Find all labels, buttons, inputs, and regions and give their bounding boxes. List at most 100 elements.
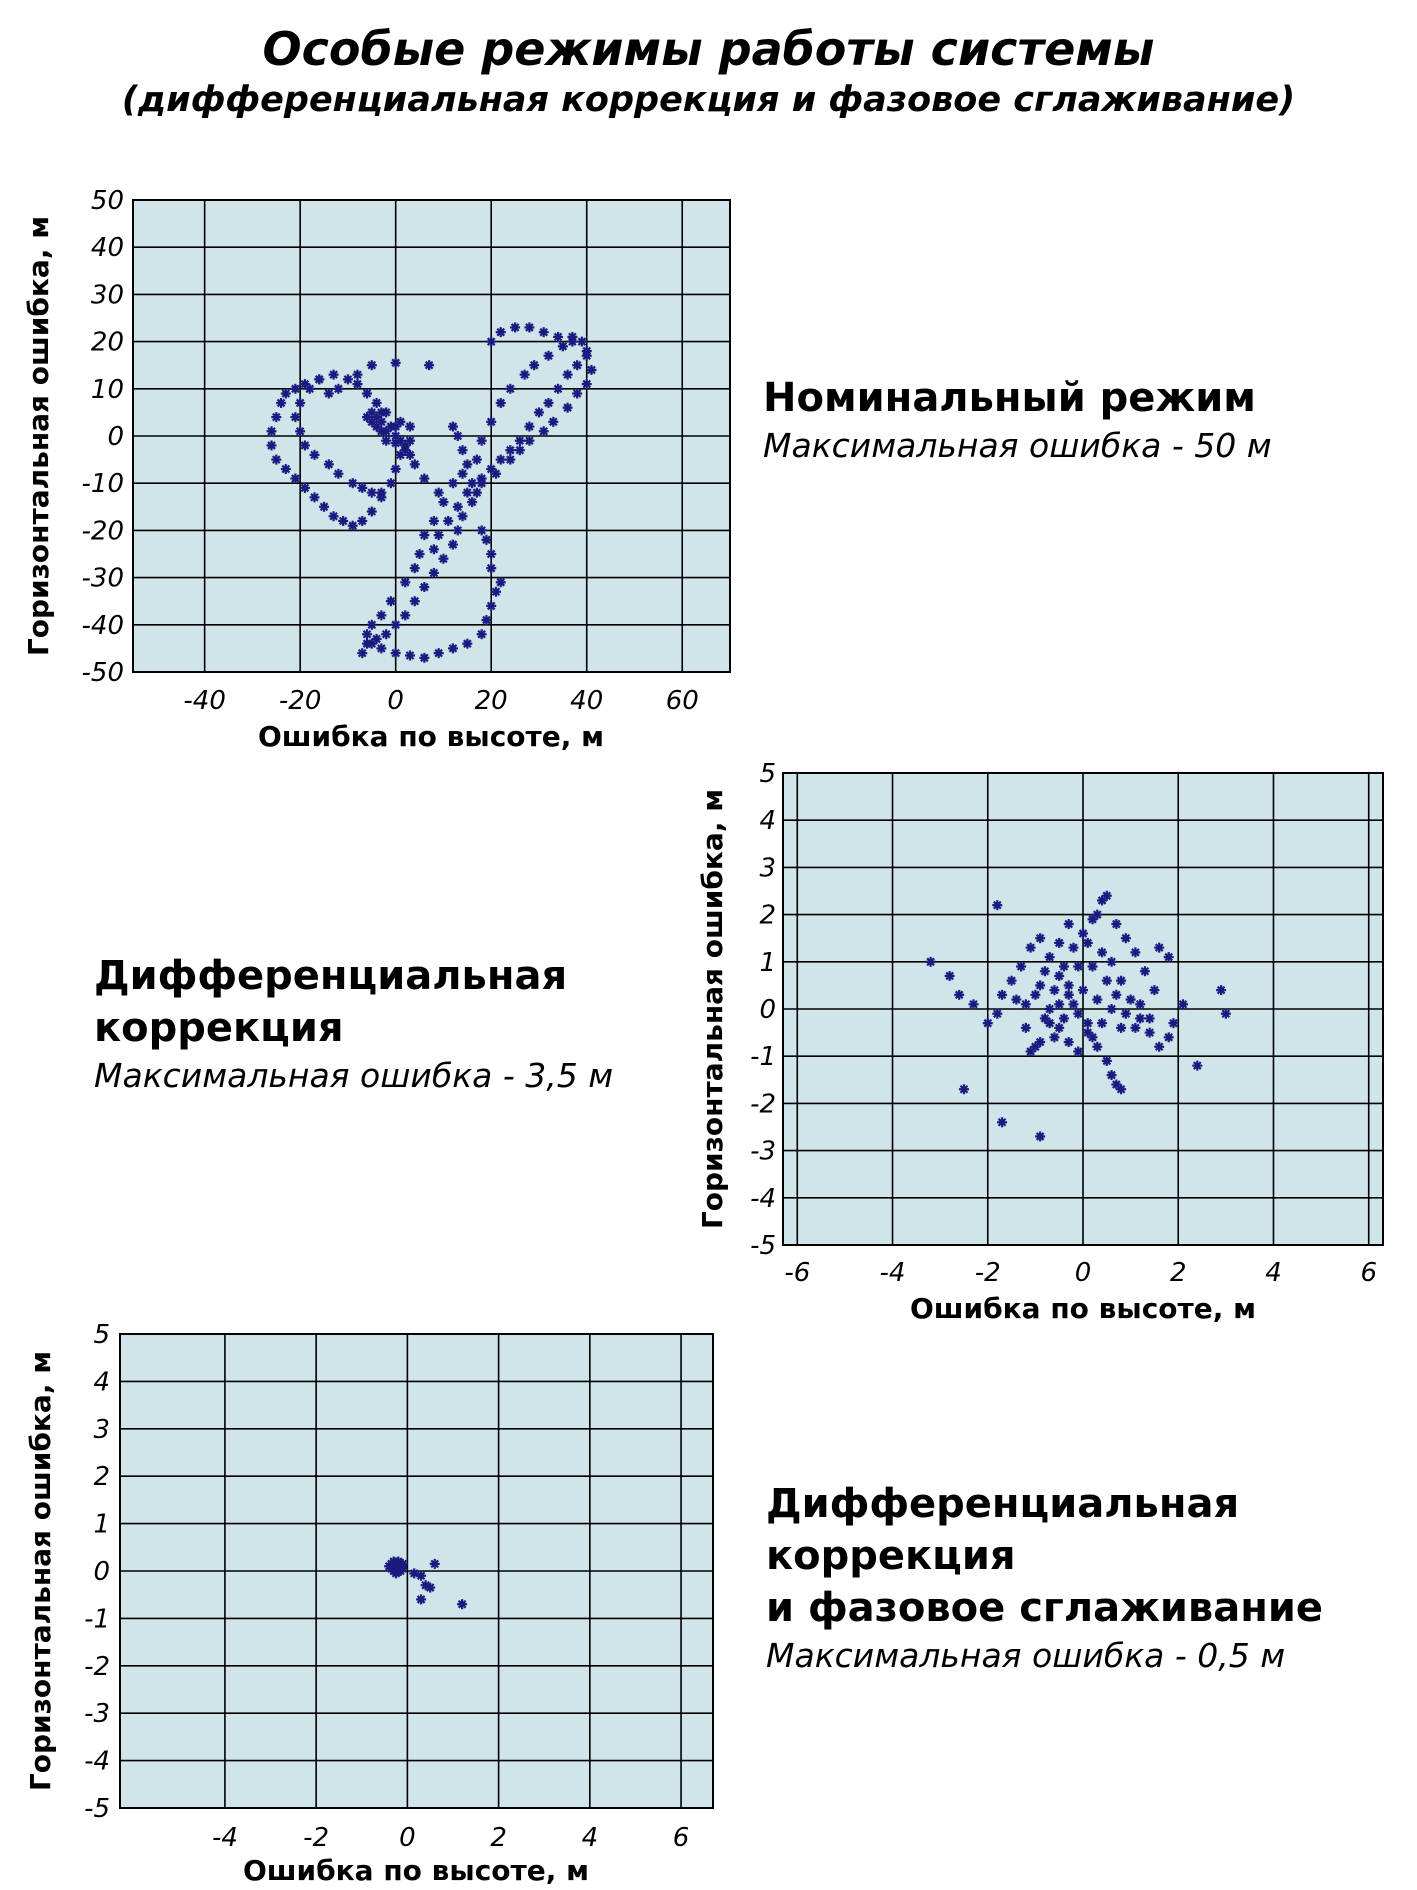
x-tick-label: 2 xyxy=(490,1823,507,1853)
data-point xyxy=(510,322,521,333)
data-point xyxy=(1035,933,1046,944)
data-point xyxy=(333,468,344,479)
data-point xyxy=(1111,989,1122,1000)
chart-differential: 5 4 3 2 1 0 -1 -2 -3 -4 -5 -6 -4 -2 0 2 4 6 Ошибка по высо… xyxy=(696,759,1384,1325)
data-point xyxy=(400,610,411,621)
caption-differential-heading-1: Дифференциальная xyxy=(94,953,568,999)
y-tick-label: -4 xyxy=(84,1747,110,1777)
y-tick-label: 0 xyxy=(759,995,776,1025)
data-point xyxy=(1044,1004,1055,1014)
data-point xyxy=(1101,890,1112,901)
data-point xyxy=(357,482,368,493)
data-point xyxy=(524,322,535,333)
y-tick-label: -5 xyxy=(84,1794,110,1824)
data-point xyxy=(395,416,406,427)
data-point xyxy=(280,464,291,475)
y-tick-label: -10 xyxy=(82,469,124,499)
data-point xyxy=(438,497,449,508)
data-point xyxy=(1016,961,1027,972)
data-point xyxy=(290,412,301,423)
data-point xyxy=(1111,1079,1122,1090)
data-point xyxy=(505,445,516,456)
y-tick-label: 5 xyxy=(759,759,776,789)
data-point xyxy=(490,468,501,479)
x-tick-label: -20 xyxy=(279,686,321,716)
data-point xyxy=(1092,909,1103,920)
caption-nominal: Номинальный режим Максимальная ошибка - … xyxy=(763,372,1272,468)
data-point xyxy=(1149,985,1160,996)
x-tick-label: 20 xyxy=(475,686,508,716)
data-point xyxy=(419,530,430,541)
data-point xyxy=(424,360,435,371)
data-point xyxy=(1049,985,1060,996)
data-point xyxy=(1087,961,1098,972)
data-point xyxy=(471,487,482,498)
data-point xyxy=(495,327,506,338)
x-tick-label: -40 xyxy=(183,686,225,716)
data-point xyxy=(486,416,497,427)
data-point xyxy=(419,652,430,663)
x-tick-label: 4 xyxy=(1265,1258,1282,1288)
data-point xyxy=(400,445,411,456)
data-point xyxy=(1006,975,1017,986)
caption-phase-smoothing: Дифференциальная коррекция и фазовое сгл… xyxy=(766,1478,1323,1678)
data-point xyxy=(538,426,549,437)
data-point xyxy=(319,501,330,512)
x-axis-label: Ошибка по высоте, м xyxy=(258,720,604,753)
data-point xyxy=(433,487,444,498)
data-point xyxy=(447,643,458,654)
data-point xyxy=(1044,1018,1055,1029)
data-point xyxy=(390,648,401,659)
data-point xyxy=(428,544,439,555)
x-tick-label: 0 xyxy=(1075,1258,1092,1288)
data-point xyxy=(1082,937,1093,948)
data-point xyxy=(409,563,420,574)
data-point xyxy=(328,369,339,380)
data-point xyxy=(490,586,501,597)
data-point xyxy=(562,402,573,413)
data-point xyxy=(323,388,334,399)
data-point xyxy=(486,549,497,559)
data-point xyxy=(290,473,301,484)
data-point xyxy=(414,549,425,559)
data-point xyxy=(1106,1070,1117,1081)
data-point xyxy=(486,600,497,611)
x-tick-label: -2 xyxy=(975,1258,1001,1288)
data-point xyxy=(1154,1041,1165,1052)
data-point xyxy=(1120,1008,1131,1019)
data-point xyxy=(429,1558,440,1569)
data-point xyxy=(376,610,387,621)
data-point xyxy=(1044,952,1055,963)
data-point xyxy=(357,648,368,659)
data-point xyxy=(366,619,377,630)
data-point xyxy=(1073,1046,1084,1057)
data-point xyxy=(538,327,549,338)
data-point xyxy=(362,388,373,399)
data-point xyxy=(1135,999,1146,1010)
data-point xyxy=(409,1568,420,1579)
data-point xyxy=(376,487,387,498)
main-subtitle: (дифференциальная коррекция и фазовое сг… xyxy=(121,80,1296,120)
data-point xyxy=(1125,994,1136,1005)
data-point xyxy=(295,397,306,408)
data-point xyxy=(271,454,282,465)
data-point xyxy=(371,397,382,408)
y-tick-label: 40 xyxy=(91,233,124,263)
data-point xyxy=(553,383,564,394)
caption-nominal-subtext: Максимальная ошибка - 50 м xyxy=(763,426,1272,465)
data-point xyxy=(1078,985,1088,996)
data-point xyxy=(1097,895,1108,906)
data-point xyxy=(1082,1018,1093,1029)
data-point xyxy=(1035,1131,1046,1142)
data-point xyxy=(433,648,444,659)
data-point xyxy=(1097,947,1108,958)
data-point xyxy=(280,388,291,399)
data-point xyxy=(376,426,387,437)
data-point xyxy=(1101,975,1112,986)
data-point xyxy=(1092,994,1103,1005)
data-point xyxy=(462,638,473,649)
data-point xyxy=(385,596,396,607)
x-axis-label: Ошибка по высоте, м xyxy=(243,1854,589,1887)
data-point xyxy=(1054,999,1065,1010)
data-point xyxy=(333,383,344,394)
